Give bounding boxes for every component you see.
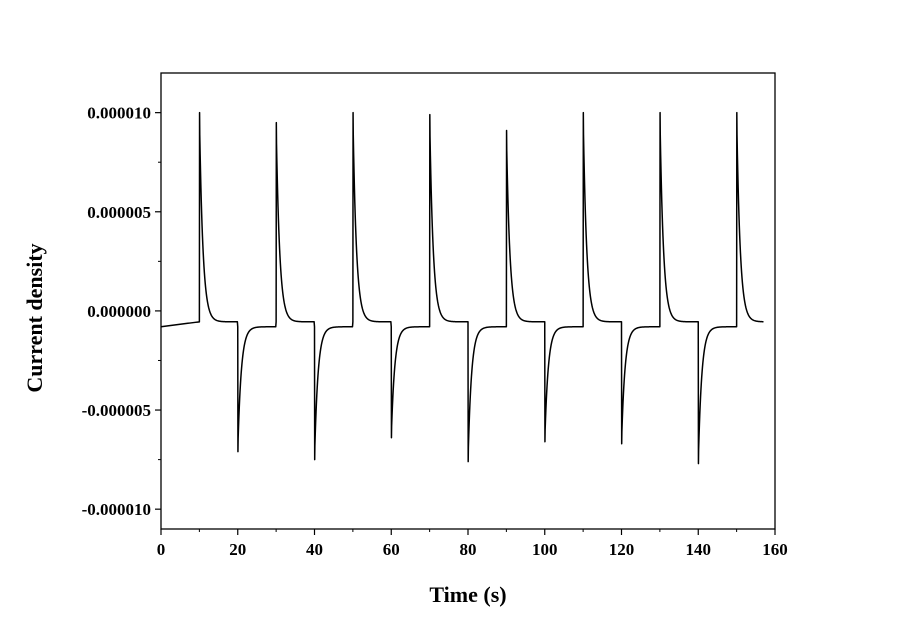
x-tick-label: 20 — [229, 540, 246, 559]
x-axis: 0 20 40 60 80 100 120 140 160 — [157, 529, 788, 559]
y-axis: 0.000010 0.000005 0.000000 -0.000005 -0.0000… — [82, 104, 161, 519]
x-axis-title: Time (s) — [429, 582, 506, 607]
y-tick-label: 0.000010 — [87, 104, 151, 123]
y-tick-label: 0.000005 — [87, 203, 151, 222]
x-tick-label: 120 — [609, 540, 635, 559]
x-tick-label: 60 — [383, 540, 400, 559]
y-tick-label: -0.000010 — [82, 500, 151, 519]
y-tick-label: 0.000000 — [87, 302, 151, 321]
x-tick-label: 100 — [532, 540, 558, 559]
y-tick-label: -0.000005 — [82, 401, 151, 420]
x-tick-label: 0 — [157, 540, 166, 559]
y-axis-title: Current density — [22, 243, 47, 392]
x-tick-label: 40 — [306, 540, 323, 559]
x-tick-label: 160 — [762, 540, 788, 559]
x-tick-label: 140 — [686, 540, 712, 559]
series-line — [160, 111, 764, 465]
x-tick-label: 80 — [460, 540, 477, 559]
